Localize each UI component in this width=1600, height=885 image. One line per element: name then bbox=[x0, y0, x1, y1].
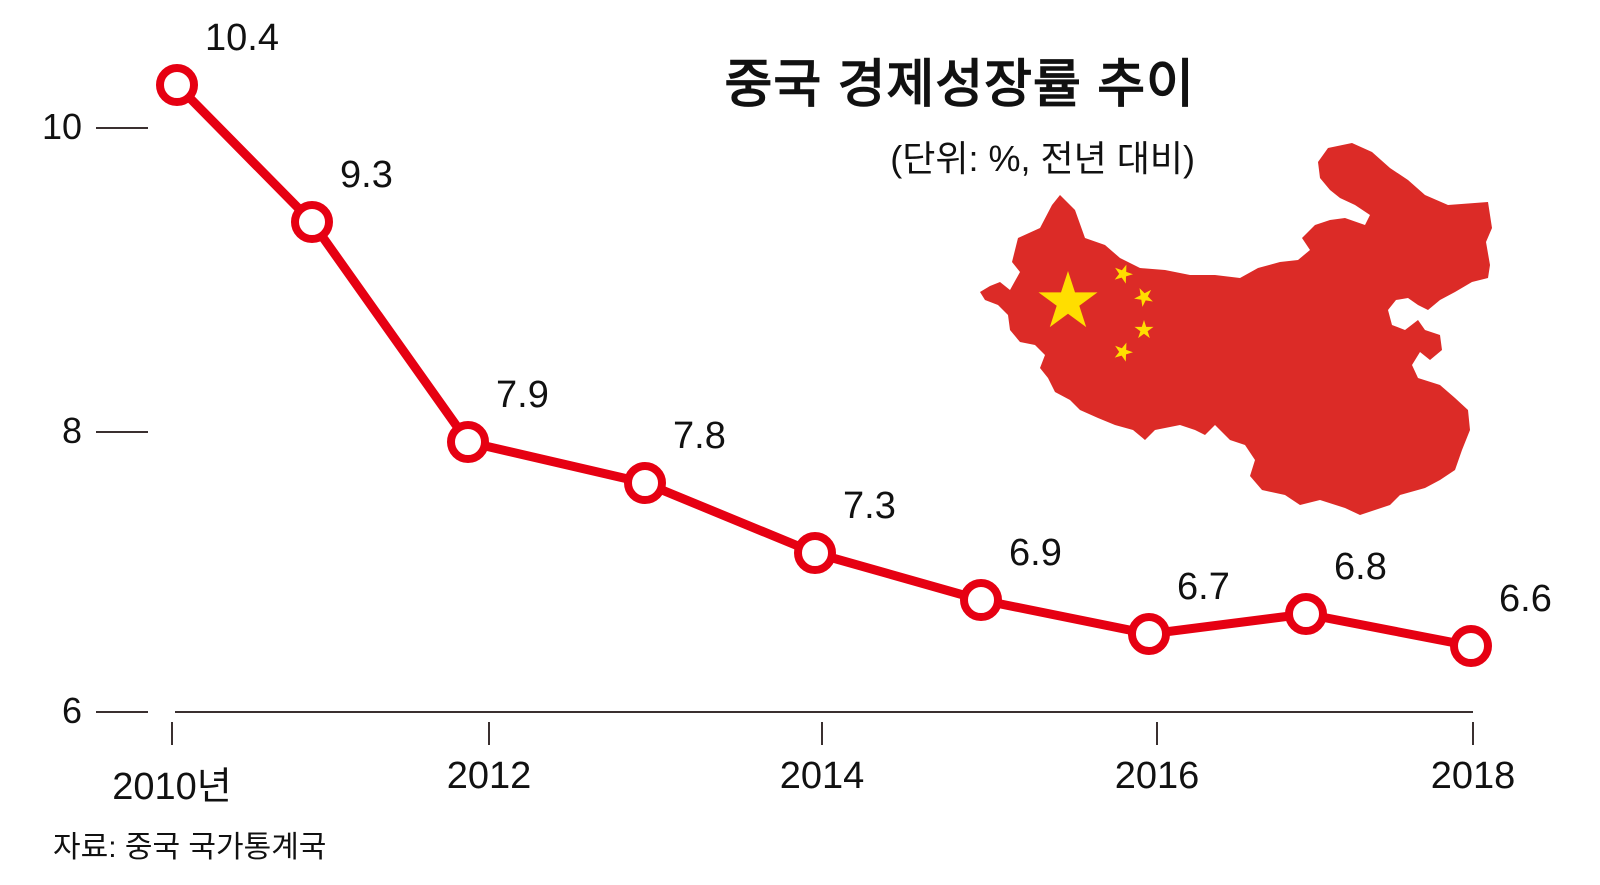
flag-small-star-icon bbox=[1114, 264, 1133, 284]
data-point-marker bbox=[1285, 593, 1327, 635]
data-point-marker bbox=[1128, 613, 1170, 655]
china-map-icon bbox=[980, 143, 1492, 515]
data-value-label: 7.9 bbox=[496, 374, 549, 416]
data-point-marker bbox=[1450, 625, 1492, 667]
source-note: 자료: 중국 국가통계국 bbox=[53, 831, 327, 864]
y-axis bbox=[96, 127, 148, 713]
data-value-label: 10.4 bbox=[205, 17, 279, 59]
flag-small-star-icon bbox=[1134, 288, 1153, 307]
y-tick-label: 8 bbox=[61, 410, 82, 451]
data-value-label: 6.8 bbox=[1334, 546, 1387, 588]
x-tick-label: 2012 bbox=[446, 755, 532, 797]
x-tick-label: 2014 bbox=[779, 755, 865, 797]
data-points bbox=[156, 64, 1492, 667]
china-map-shape bbox=[980, 143, 1492, 515]
data-value-label: 6.9 bbox=[1009, 532, 1062, 574]
data-value-label: 7.8 bbox=[673, 415, 726, 457]
x-tick-label: 2018 bbox=[1430, 755, 1516, 797]
x-tick-label: 2016 bbox=[1114, 755, 1200, 797]
data-point-marker bbox=[447, 421, 489, 463]
data-value-label: 7.3 bbox=[843, 485, 896, 527]
data-point-marker bbox=[794, 532, 836, 574]
x-axis bbox=[171, 722, 1474, 745]
y-tick-label: 10 bbox=[41, 106, 82, 147]
y-tick-label: 6 bbox=[61, 690, 82, 731]
data-point-marker bbox=[156, 64, 198, 106]
chart-title: 중국 경제성장률 추이 bbox=[724, 56, 1195, 114]
flag-small-star-icon bbox=[1114, 342, 1133, 362]
x-tick-label: 2010년 bbox=[112, 766, 232, 808]
data-value-label: 9.3 bbox=[340, 154, 393, 196]
chart-subtitle: (단위: %, 전년 대비) bbox=[890, 138, 1195, 179]
data-value-label: 6.7 bbox=[1177, 566, 1230, 608]
data-point-marker bbox=[291, 201, 333, 243]
data-point-marker bbox=[960, 579, 1002, 621]
data-value-label: 6.6 bbox=[1499, 578, 1552, 620]
data-point-marker bbox=[624, 462, 666, 504]
flag-small-star-icon bbox=[1134, 320, 1154, 339]
flag-large-star-icon bbox=[1038, 271, 1098, 328]
